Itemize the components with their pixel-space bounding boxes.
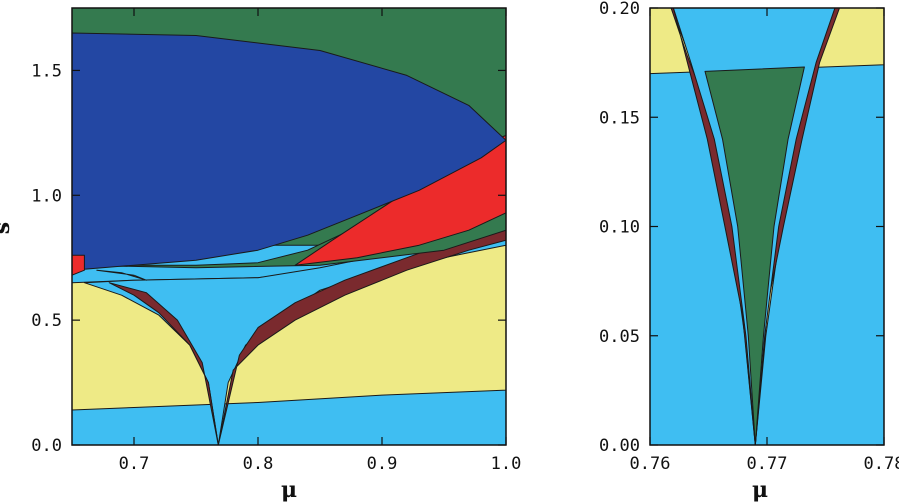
right-x-tick-label: 0.78: [864, 454, 899, 474]
left-y-axis: 0.0 0.5 1.0 1.5: [31, 61, 506, 456]
left-region-maroon-4: [108, 282, 219, 445]
left-y-tick-label: 0.0: [31, 436, 62, 456]
left-y-tick-label: 0.5: [31, 311, 62, 331]
right-y-axis: 0.00 0.05 0.10 0.15 0.20: [599, 0, 884, 456]
left-region-blue-8: [72, 32, 506, 271]
left-region-maroon-5: [217, 224, 506, 445]
left-x-tick-label: 1.0: [491, 454, 522, 474]
right-y-tick-label: 0.15: [599, 108, 640, 128]
right-x-axis-label: μ: [752, 477, 768, 503]
right-y-tick-label: 0.10: [599, 218, 640, 238]
right-region-green-5: [704, 66, 805, 445]
left-x-axis-label: μ: [281, 477, 297, 503]
left-x-tick-label: 0.9: [367, 454, 398, 474]
right-y-tick-label: 0.00: [599, 436, 640, 456]
left-x-tick-label: 0.7: [119, 454, 150, 474]
left-y-axis-label: s: [0, 222, 15, 234]
left-y-tick-label: 1.5: [31, 61, 62, 81]
left-chart-panel: 0.7 0.8 0.9 1.0 0.0 0.5 1.0 1.5 μ s: [0, 7, 522, 503]
right-chart-regions: [650, 8, 884, 445]
left-chart-frame: [71, 7, 507, 446]
right-x-axis: 0.76 0.77 0.78: [630, 8, 899, 474]
right-y-tick-label: 0.05: [599, 327, 640, 347]
right-chart-panel: 0.76 0.77 0.78 0.00 0.05 0.10 0.15 0.20 μ: [599, 0, 899, 503]
right-x-tick-label: 0.76: [630, 454, 671, 474]
right-x-tick-label: 0.77: [747, 454, 788, 474]
right-y-tick-label: 0.20: [599, 0, 640, 19]
left-region-yellow-10: [96, 269, 147, 281]
left-region-red-9: [72, 254, 85, 276]
left-y-tick-label: 1.0: [31, 186, 62, 206]
left-x-axis: 0.7 0.8 0.9 1.0: [119, 8, 522, 474]
left-x-tick-label: 0.8: [243, 454, 274, 474]
left-chart-regions: [72, 8, 506, 445]
